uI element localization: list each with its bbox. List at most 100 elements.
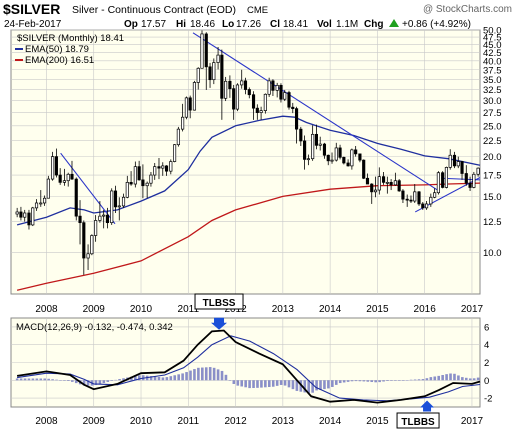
candle (34, 199, 39, 211)
macd-grid (11, 318, 480, 407)
candle (299, 126, 303, 146)
histogram-bar (134, 376, 137, 381)
histogram-bar (59, 380, 62, 381)
candle-up (181, 116, 185, 130)
histogram-bar (157, 376, 161, 381)
candle-down (322, 143, 327, 156)
candle-down (228, 80, 232, 90)
candle-down (141, 179, 145, 187)
macd-line (16, 329, 481, 404)
candle (433, 188, 437, 199)
histogram-bar (82, 380, 86, 386)
candle (212, 58, 216, 85)
macd-lines (16, 329, 481, 404)
candle-down (342, 156, 346, 164)
year-tick-label: 2014 (319, 416, 342, 427)
x-axis-top: 2008200920102011201220132014201520162017 (35, 304, 483, 315)
candle-down (27, 212, 31, 226)
histogram-bar (236, 380, 240, 386)
candle (393, 172, 397, 186)
candle-up (259, 110, 263, 113)
candle-up (448, 154, 452, 168)
histogram-bar (401, 380, 405, 381)
candle (365, 173, 370, 185)
histogram-bar (260, 380, 263, 388)
histogram-bar (370, 380, 374, 383)
candle (133, 161, 137, 188)
candle-up (110, 190, 114, 224)
candle-up (145, 182, 149, 187)
candle-down (381, 176, 386, 183)
histogram-bar (437, 375, 441, 381)
candle (216, 47, 220, 70)
year-tick-label: 2010 (130, 416, 153, 427)
histogram-bar (264, 380, 267, 388)
histogram-bar (228, 380, 232, 381)
histogram-bar (283, 380, 287, 386)
lo-label: Lo (222, 19, 234, 30)
histogram-bar (114, 379, 117, 381)
histogram-bar (350, 380, 354, 382)
histogram-bar (23, 378, 27, 381)
tlbbs-label: TLBBS (401, 417, 435, 428)
candle-up (263, 93, 267, 111)
candle (283, 89, 287, 102)
histogram-bar (338, 380, 342, 384)
price-tick-label: 50.0 (483, 26, 502, 37)
candle-up (94, 220, 98, 236)
year-tick-label: 2008 (35, 416, 58, 427)
histogram-bar (453, 373, 456, 381)
histogram-bar (311, 380, 314, 393)
candle-up (117, 205, 121, 208)
candle (279, 83, 283, 103)
contract-name: Silver - Continuous Contract (EOD) (72, 4, 236, 16)
histogram-bar (461, 377, 464, 381)
candle-down (294, 108, 299, 130)
candle (46, 175, 50, 199)
histogram-bar (417, 379, 421, 381)
candle-down (409, 199, 413, 202)
histogram-bar (240, 380, 244, 387)
candle-up (42, 197, 47, 204)
candle (78, 200, 82, 245)
candle (452, 151, 457, 169)
year-tick-label: 2009 (83, 304, 106, 315)
price-tick-label: 27.5 (483, 108, 502, 119)
candle-down (362, 159, 366, 179)
histogram-bar (445, 374, 448, 381)
candle (429, 193, 433, 207)
candle-down (279, 84, 283, 100)
candle (94, 215, 98, 242)
candle (23, 209, 27, 222)
trend-line (60, 152, 116, 225)
year-tick-label: 2013 (272, 304, 295, 315)
price-tick-label: 22.5 (483, 136, 502, 147)
candle (326, 154, 330, 166)
histogram-bar (98, 380, 102, 385)
candle-up (62, 180, 66, 183)
candle-down (365, 177, 370, 185)
candle (377, 167, 381, 195)
candle-down (232, 88, 236, 110)
candle (342, 156, 346, 165)
candle (311, 125, 315, 161)
legend-price: $SILVER (Monthly) 18.41 (17, 33, 124, 44)
candle-up (235, 84, 240, 110)
watermark: @ StockCharts.com (423, 4, 512, 15)
year-tick-label: 2017 (461, 416, 484, 427)
year-tick-label: 2009 (83, 416, 106, 427)
histogram-bar (425, 378, 429, 381)
histogram-bar (362, 380, 366, 382)
candle (441, 171, 445, 189)
histogram-bar (382, 380, 385, 382)
candle-up (318, 143, 322, 146)
histogram-bar (197, 367, 200, 381)
legend-ema200: EMA(200) 16.51 (25, 55, 94, 66)
candle-up (125, 182, 129, 198)
histogram-bar (267, 380, 271, 388)
histogram-bar (232, 380, 236, 384)
year-tick-label: 2015 (366, 304, 389, 315)
candle-up (196, 67, 200, 83)
year-tick-label: 2010 (130, 304, 153, 315)
histogram-bar (319, 380, 322, 390)
